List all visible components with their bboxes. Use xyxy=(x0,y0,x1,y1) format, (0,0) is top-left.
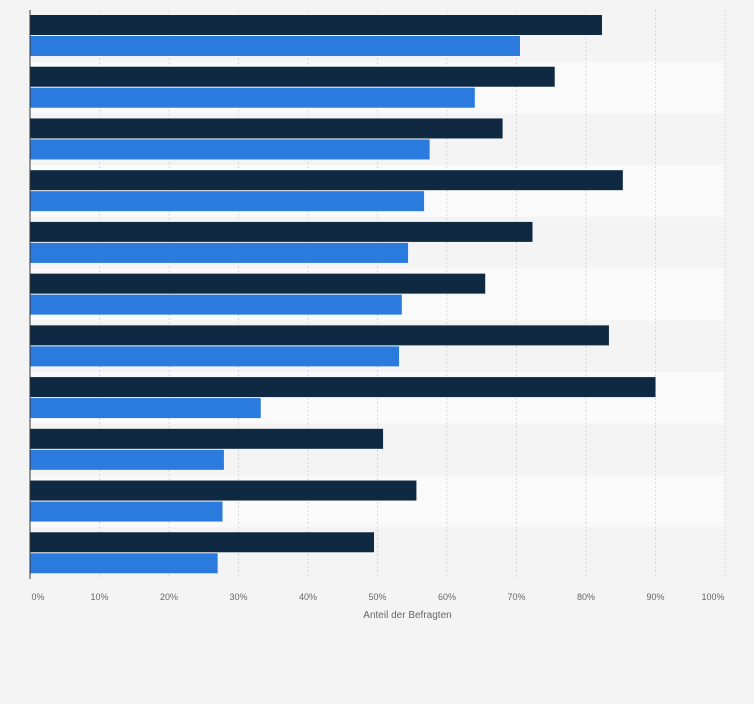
x-tick-label: 80% xyxy=(577,592,595,602)
bar-series-2[interactable] xyxy=(30,346,400,367)
bar-series-1[interactable] xyxy=(30,480,417,501)
bar-series-1[interactable] xyxy=(30,118,503,139)
x-axis-ticks: 0% 10% 20% 30% 40% 50% 60% 70% 80% 90% 100% xyxy=(31,592,724,602)
bar-series-1[interactable] xyxy=(30,428,384,449)
bar-series-2[interactable] xyxy=(30,501,223,522)
x-tick-label: 60% xyxy=(438,592,456,602)
gridlines xyxy=(99,10,726,579)
x-axis-label: Anteil der Befragten xyxy=(363,610,451,621)
bar-series-1[interactable] xyxy=(30,325,609,346)
x-tick-label: 40% xyxy=(299,592,317,602)
bar-series-2[interactable] xyxy=(30,36,520,56)
bar-series-1[interactable] xyxy=(30,66,555,87)
bar-series-2[interactable] xyxy=(30,87,475,108)
x-tick-label: 50% xyxy=(368,592,386,602)
x-tick-label: 0% xyxy=(31,592,44,602)
bar-series-1[interactable] xyxy=(30,15,602,35)
bar-series-1[interactable] xyxy=(30,170,623,191)
bar-series-2[interactable] xyxy=(30,398,261,419)
bar-series-1[interactable] xyxy=(30,377,656,398)
x-tick-label: 100% xyxy=(701,592,724,602)
bar-series-1[interactable] xyxy=(30,221,533,242)
bar-series-1[interactable] xyxy=(30,273,486,294)
bar-series-2[interactable] xyxy=(30,553,218,574)
bar-series-2[interactable] xyxy=(30,294,402,315)
bar-series-2[interactable] xyxy=(30,139,430,160)
x-tick-label: 90% xyxy=(646,592,664,602)
x-tick-label: 30% xyxy=(229,592,247,602)
x-tick-label: 10% xyxy=(90,592,108,602)
bar-series-2[interactable] xyxy=(30,449,224,470)
bar-series-2[interactable] xyxy=(30,242,409,263)
x-tick-label: 20% xyxy=(160,592,178,602)
bar-series-2[interactable] xyxy=(30,191,425,212)
bars xyxy=(30,15,656,574)
bar-series-1[interactable] xyxy=(30,532,375,553)
x-tick-label: 70% xyxy=(507,592,525,602)
